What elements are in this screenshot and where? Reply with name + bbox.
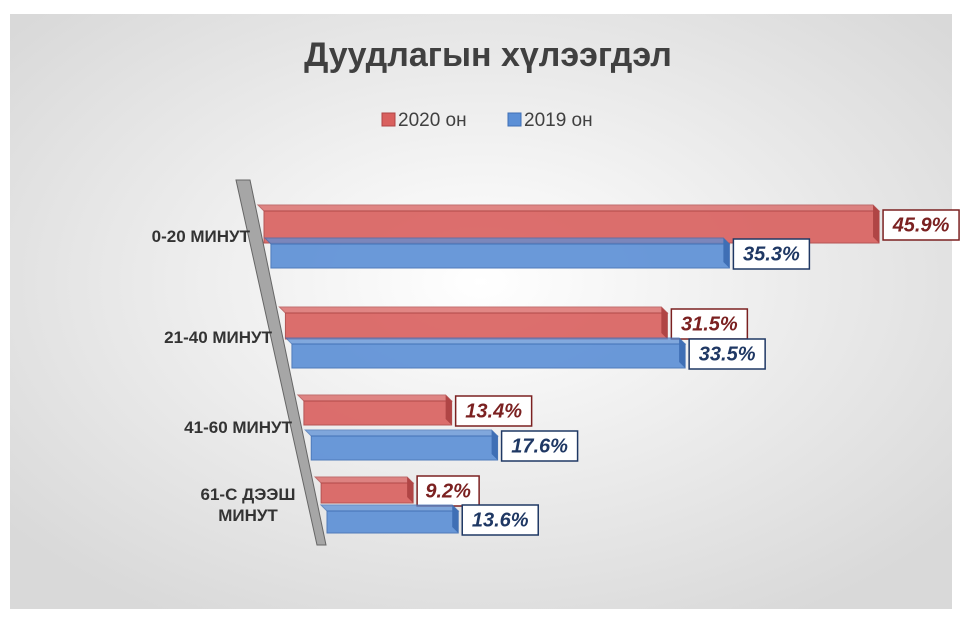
data-label-box <box>670 308 749 340</box>
bar-face <box>326 510 459 534</box>
legend-label: 2020 он <box>398 110 467 131</box>
data-label-box <box>732 238 811 270</box>
bar <box>296 394 453 426</box>
bar-face <box>873 205 880 243</box>
wall <box>235 179 327 546</box>
bar-face <box>291 343 686 369</box>
category-label: 21-40 МИНУТ <box>164 327 272 347</box>
bar-face <box>270 243 730 269</box>
bar-face <box>723 238 730 268</box>
bar-face <box>407 477 414 503</box>
bar-face <box>296 394 453 402</box>
legend-swatch <box>381 112 396 127</box>
data-label-box <box>882 209 960 241</box>
data-label: 45.9% <box>892 214 950 236</box>
category-label: 0-20 МИНУТ <box>151 226 250 246</box>
bar <box>284 337 687 369</box>
bar-face <box>661 307 668 339</box>
data-label: 13.4% <box>465 400 522 422</box>
legend-swatch <box>507 112 522 127</box>
bar <box>313 476 415 504</box>
bar-face <box>303 400 453 426</box>
bar-face <box>445 395 452 425</box>
bar-face <box>263 237 731 245</box>
bar-face <box>491 430 498 460</box>
bar <box>263 237 731 269</box>
bar-face <box>304 429 499 437</box>
bar-face <box>256 204 881 212</box>
bar-face <box>452 505 459 533</box>
bar-face <box>278 306 669 314</box>
chart-title: Дуудлагын хүлээгдэл <box>304 36 672 74</box>
category-label: 61-С ДЭЭШ МИНУТ <box>200 485 296 525</box>
bar-face <box>679 338 686 368</box>
bar <box>319 504 460 534</box>
bar-face <box>319 504 460 512</box>
data-label-box <box>688 338 766 370</box>
data-label: 31.5% <box>681 313 738 335</box>
data-label: 17.6% <box>511 435 568 457</box>
bar-face <box>310 435 499 461</box>
data-label: 9.2% <box>425 480 471 502</box>
category-label: 41-60 МИНУТ <box>184 417 292 437</box>
data-label: 13.6% <box>472 509 529 531</box>
bar-face <box>313 476 415 484</box>
data-label-box <box>454 395 533 427</box>
data-label-box <box>500 430 579 462</box>
bar <box>278 306 669 340</box>
bar-face <box>284 337 687 345</box>
bar <box>256 204 881 244</box>
bar-face <box>320 482 414 504</box>
data-label: 35.3% <box>743 243 800 265</box>
data-label: 33.5% <box>699 343 756 365</box>
bar-face <box>284 312 668 340</box>
bar <box>304 429 499 461</box>
data-label-box <box>461 504 539 536</box>
legend-label: 2019 он <box>524 110 593 131</box>
